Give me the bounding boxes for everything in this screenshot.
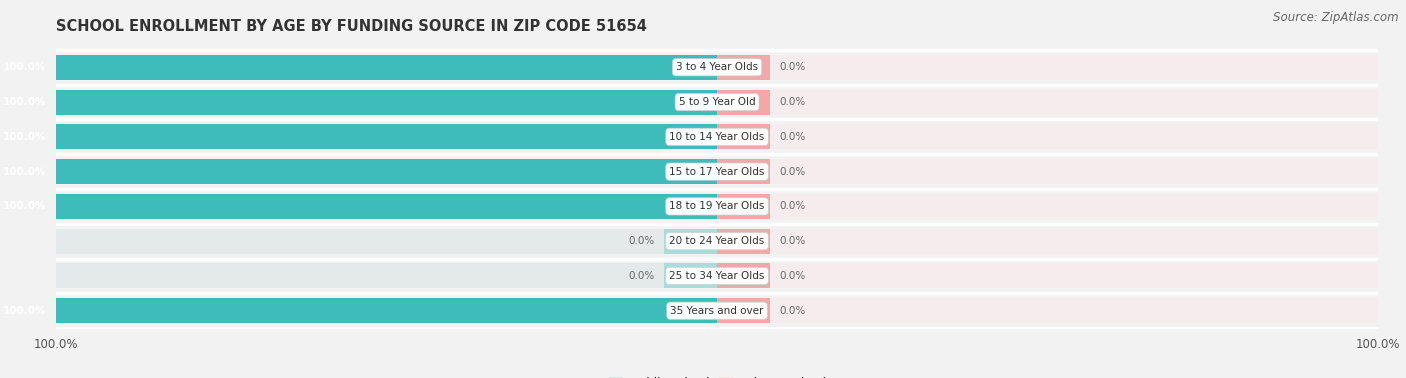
Bar <box>56 55 717 80</box>
Bar <box>56 124 717 149</box>
Bar <box>56 159 717 184</box>
Bar <box>717 124 1378 149</box>
Bar <box>717 55 770 80</box>
Bar <box>717 159 1378 184</box>
Bar <box>717 229 770 254</box>
Bar <box>56 194 717 219</box>
Text: 0.0%: 0.0% <box>780 271 806 281</box>
Bar <box>56 124 717 149</box>
Bar <box>717 263 1378 288</box>
Text: Source: ZipAtlas.com: Source: ZipAtlas.com <box>1274 11 1399 24</box>
Bar <box>664 263 717 288</box>
Text: 100.0%: 100.0% <box>3 132 46 142</box>
Text: 0.0%: 0.0% <box>628 236 654 246</box>
Text: 15 to 17 Year Olds: 15 to 17 Year Olds <box>669 167 765 177</box>
Text: 0.0%: 0.0% <box>780 306 806 316</box>
Text: 35 Years and over: 35 Years and over <box>671 306 763 316</box>
Bar <box>717 90 1378 115</box>
Bar <box>717 55 1378 80</box>
Bar <box>717 229 1378 254</box>
Text: 0.0%: 0.0% <box>780 62 806 72</box>
Text: 100.0%: 100.0% <box>3 167 46 177</box>
Bar <box>56 263 717 288</box>
Bar <box>56 90 717 115</box>
Bar <box>56 159 717 184</box>
Text: 100.0%: 100.0% <box>3 201 46 211</box>
Text: 20 to 24 Year Olds: 20 to 24 Year Olds <box>669 236 765 246</box>
Text: 25 to 34 Year Olds: 25 to 34 Year Olds <box>669 271 765 281</box>
Text: 100.0%: 100.0% <box>3 97 46 107</box>
Text: 5 to 9 Year Old: 5 to 9 Year Old <box>679 97 755 107</box>
Bar <box>717 159 770 184</box>
Bar <box>717 124 770 149</box>
Bar <box>56 194 717 219</box>
Text: 100.0%: 100.0% <box>3 62 46 72</box>
Bar <box>664 229 717 254</box>
Bar <box>717 194 1378 219</box>
Bar <box>56 298 717 323</box>
Text: 0.0%: 0.0% <box>780 236 806 246</box>
Bar <box>56 298 717 323</box>
Bar <box>717 263 770 288</box>
Text: SCHOOL ENROLLMENT BY AGE BY FUNDING SOURCE IN ZIP CODE 51654: SCHOOL ENROLLMENT BY AGE BY FUNDING SOUR… <box>56 19 647 34</box>
Bar <box>717 90 770 115</box>
Text: 100.0%: 100.0% <box>3 306 46 316</box>
Bar <box>56 229 717 254</box>
Bar <box>56 55 717 80</box>
Bar <box>717 298 770 323</box>
Legend: Public School, Private School: Public School, Private School <box>607 377 827 378</box>
Text: 18 to 19 Year Olds: 18 to 19 Year Olds <box>669 201 765 211</box>
Text: 0.0%: 0.0% <box>628 271 654 281</box>
Bar <box>717 194 770 219</box>
Text: 3 to 4 Year Olds: 3 to 4 Year Olds <box>676 62 758 72</box>
Text: 0.0%: 0.0% <box>780 167 806 177</box>
Bar <box>717 298 1378 323</box>
Text: 10 to 14 Year Olds: 10 to 14 Year Olds <box>669 132 765 142</box>
Text: 0.0%: 0.0% <box>780 97 806 107</box>
Bar <box>56 90 717 115</box>
Text: 0.0%: 0.0% <box>780 132 806 142</box>
Text: 0.0%: 0.0% <box>780 201 806 211</box>
